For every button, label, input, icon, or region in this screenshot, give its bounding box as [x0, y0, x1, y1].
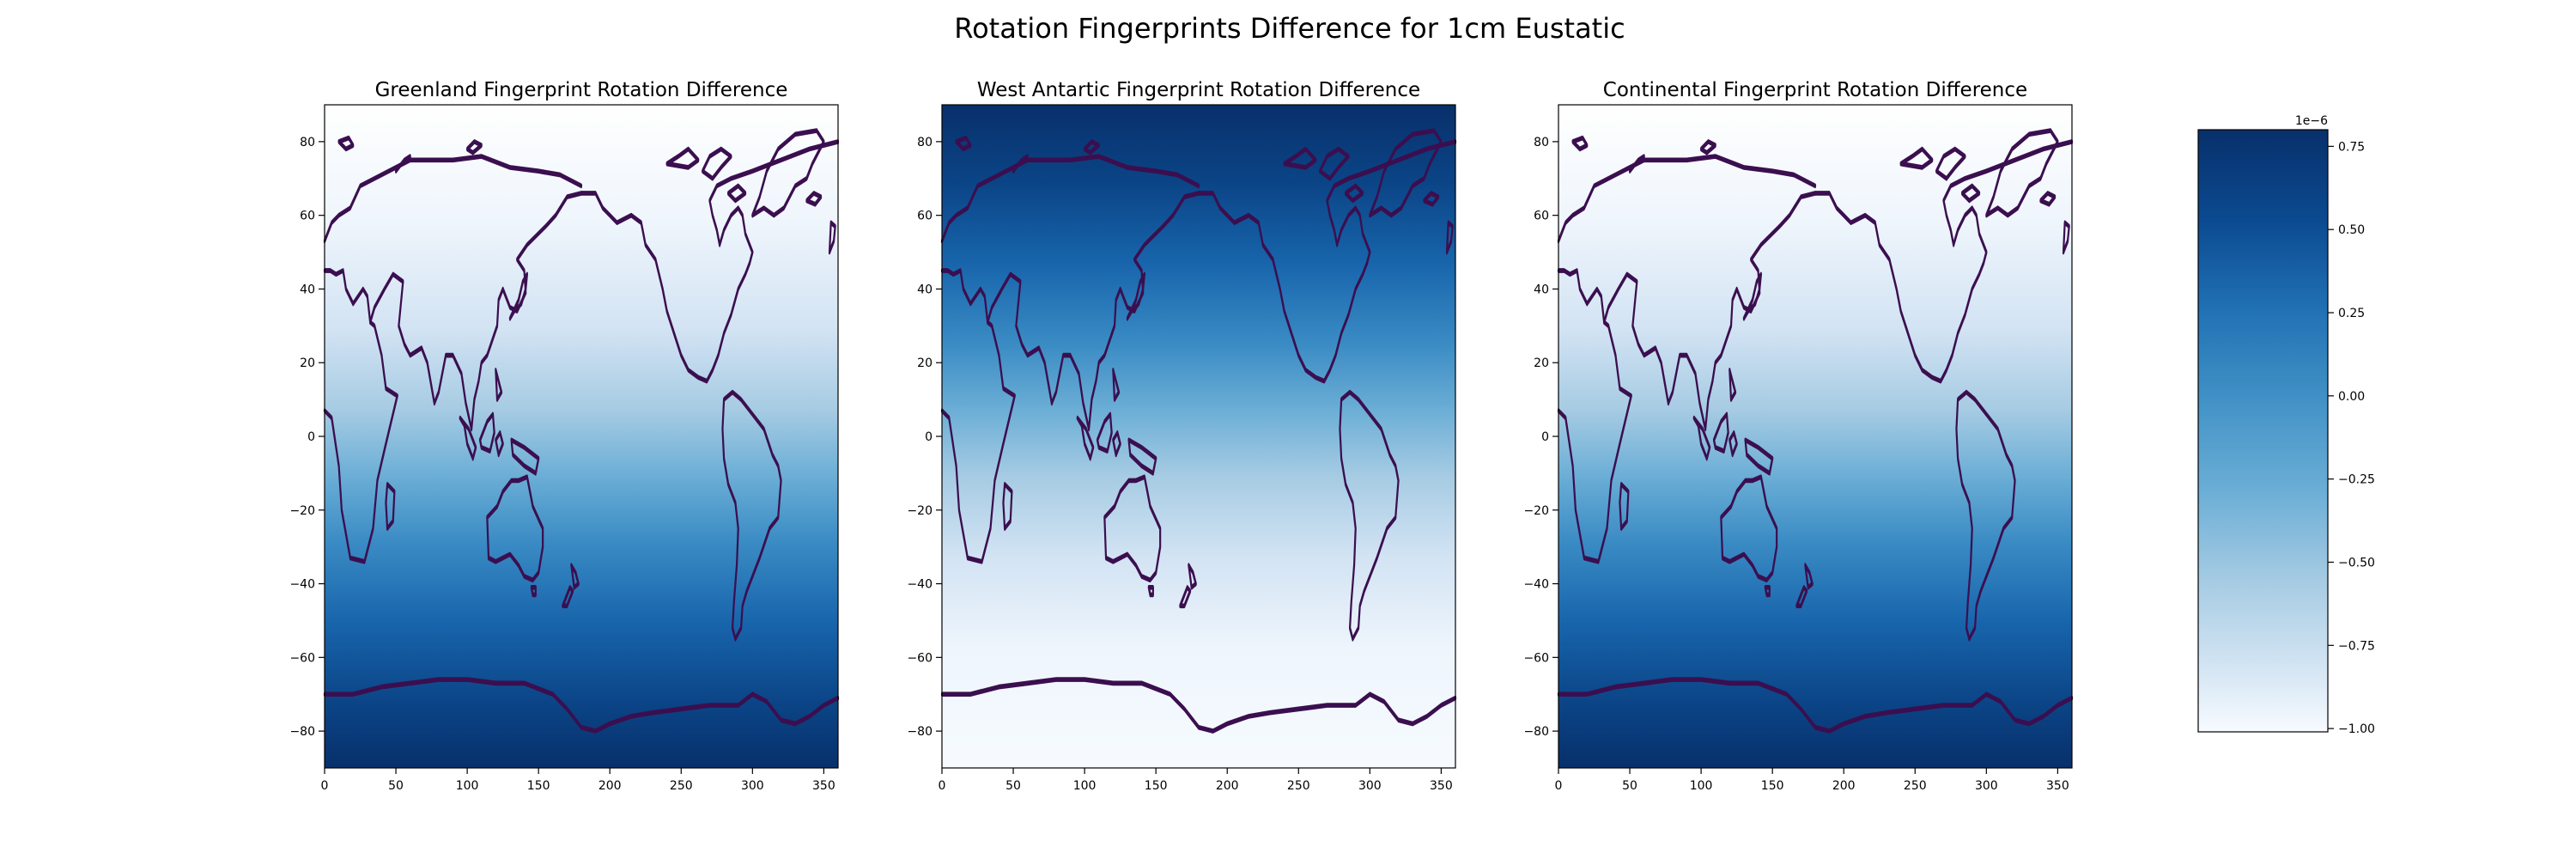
colorbar-frame — [2197, 129, 2329, 733]
x-tick-label: 150 — [1761, 779, 1784, 793]
colorbar-gradient — [2198, 130, 2328, 732]
y-tick-label: −40 — [907, 578, 933, 592]
x-tick-label: 50 — [1622, 779, 1637, 793]
y-tick-label: 0 — [925, 430, 933, 444]
x-tick-label: 350 — [812, 779, 835, 793]
colorbar-tick-label: 0.00 — [2338, 390, 2365, 404]
y-tick-label: −80 — [1523, 725, 1549, 739]
x-tick-label: 100 — [1690, 779, 1713, 793]
x-tick-label: 50 — [1005, 779, 1021, 793]
colorbar-tick-label: 0.25 — [2338, 307, 2365, 320]
x-tick-label: 350 — [2046, 779, 2069, 793]
x-tick-label: 150 — [1145, 779, 1168, 793]
panel-title: Greenland Fingerprint Rotation Differenc… — [375, 79, 788, 101]
y-tick-label: 80 — [917, 136, 933, 149]
colorbar-tick-label: −0.25 — [2338, 473, 2375, 487]
y-tick-label: −60 — [907, 651, 933, 665]
x-tick-label: 200 — [1832, 779, 1856, 793]
colorbar-multiplier: 1e−6 — [2295, 114, 2328, 128]
y-tick-label: 80 — [1534, 136, 1549, 149]
y-tick-label: 0 — [1541, 430, 1549, 444]
map-panel-1: Greenland Fingerprint Rotation Differenc… — [289, 79, 838, 793]
y-tick-label: −60 — [289, 651, 315, 665]
y-tick-label: −40 — [289, 578, 315, 592]
x-tick-label: 250 — [1904, 779, 1927, 793]
y-tick-label: −80 — [289, 725, 315, 739]
panel-title: West Antartic Fingerprint Rotation Diffe… — [977, 79, 1420, 101]
y-tick-label: −20 — [907, 504, 933, 518]
x-tick-label: 0 — [939, 779, 946, 793]
y-tick-label: 20 — [917, 356, 933, 370]
colorbar-tick-label: 0.50 — [2338, 223, 2365, 237]
x-tick-label: 300 — [1975, 779, 1998, 793]
x-tick-label: 300 — [741, 779, 764, 793]
heatmap-field — [942, 105, 1455, 768]
panel-title: Continental Fingerprint Rotation Differe… — [1603, 79, 2027, 101]
y-tick-label: 80 — [300, 136, 315, 149]
y-tick-label: 20 — [1534, 356, 1549, 370]
y-tick-label: 60 — [917, 210, 933, 223]
y-tick-label: 60 — [1534, 210, 1549, 223]
x-tick-label: 100 — [456, 779, 479, 793]
x-tick-label: 250 — [670, 779, 693, 793]
y-tick-label: 0 — [307, 430, 315, 444]
x-tick-label: 350 — [1430, 779, 1453, 793]
y-tick-label: 40 — [300, 283, 315, 296]
map-panel-2: West Antartic Fingerprint Rotation Diffe… — [907, 79, 1455, 793]
figure-title: Rotation Fingerprints Difference for 1cm… — [954, 12, 1625, 45]
colorbar-tick-label: −0.50 — [2338, 556, 2375, 570]
x-tick-label: 0 — [1555, 779, 1563, 793]
y-tick-label: −20 — [1523, 504, 1549, 518]
x-tick-label: 100 — [1073, 779, 1097, 793]
x-tick-label: 200 — [598, 779, 622, 793]
x-tick-label: 200 — [1216, 779, 1239, 793]
y-tick-label: 40 — [1534, 283, 1549, 296]
y-tick-label: −80 — [907, 725, 933, 739]
heatmap-field — [1558, 105, 2072, 768]
heatmap-field — [325, 105, 838, 768]
colorbar-tick-label: 0.75 — [2338, 140, 2365, 154]
x-tick-label: 300 — [1358, 779, 1382, 793]
x-tick-label: 250 — [1287, 779, 1310, 793]
colorbar-tick-label: −1.00 — [2338, 722, 2375, 736]
y-tick-label: −60 — [1523, 651, 1549, 665]
map-panel-3: Continental Fingerprint Rotation Differe… — [1523, 79, 2072, 793]
x-tick-label: 0 — [321, 779, 329, 793]
colorbar-tick-label: −0.75 — [2338, 639, 2375, 653]
colorbar: 0.75 0.50 0.25 0.00 −0.25 −0.50 −0.75 −1.00 1e−6 — [2197, 114, 2375, 736]
x-tick-label: 150 — [527, 779, 550, 793]
y-tick-label: 60 — [300, 210, 315, 223]
y-tick-label: 20 — [300, 356, 315, 370]
x-tick-label: 50 — [388, 779, 404, 793]
y-tick-label: −40 — [1523, 578, 1549, 592]
y-tick-label: 40 — [917, 283, 933, 296]
y-tick-label: −20 — [289, 504, 315, 518]
